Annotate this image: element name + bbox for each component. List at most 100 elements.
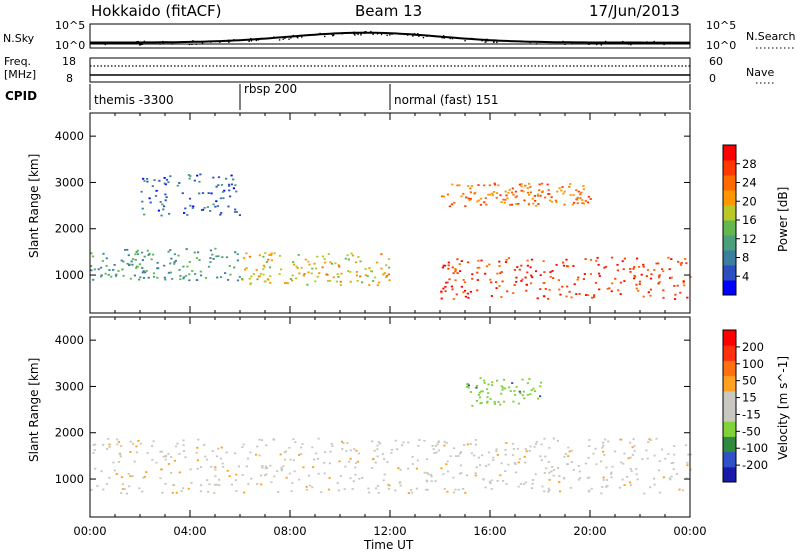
heatmap-cell [655,262,658,265]
heatmap-cell [174,259,177,262]
heatmap-cell [674,293,677,296]
heatmap-cell [490,479,493,482]
x-tick-label: 20:00 [573,524,606,538]
heatmap-cell [142,270,145,272]
heatmap-cell [376,284,379,287]
heatmap-cell [167,452,170,455]
heatmap-cell [270,252,273,255]
heatmap-cell [156,261,159,264]
heatmap-cell [245,465,248,468]
heatmap-cell [250,275,253,278]
heatmap-cell [272,438,275,441]
noise-point [422,36,425,39]
heatmap-cell [415,487,418,490]
heatmap-cell [478,464,482,466]
heatmap-cell [182,444,185,446]
heatmap-cell [171,278,174,280]
noise-point [496,41,498,44]
heatmap-cell [220,446,223,449]
heatmap-cell [673,453,676,456]
heatmap-cell [294,441,297,444]
heatmap-cell [198,259,201,261]
heatmap-cell [184,207,187,210]
heatmap-cell [456,184,459,187]
heatmap-cell [476,279,479,281]
heatmap-cell [361,281,364,284]
heatmap-cell [587,456,590,459]
heatmap-cell [645,449,648,452]
heatmap-cell [503,378,506,381]
heatmap-cell [430,480,433,483]
heatmap-cell [431,445,434,447]
heatmap-cell [517,461,520,464]
freq-tick-min: 8 [66,72,73,85]
heatmap-cell [495,281,498,283]
heatmap-cell [407,492,410,494]
heatmap-cell [315,267,318,270]
heatmap-cell [464,205,467,208]
heatmap-cell [530,282,533,285]
heatmap-cell [686,461,689,464]
heatmap-cell [265,261,269,263]
noise-point [118,42,120,45]
heatmap-cell [488,184,491,187]
noise-dots [94,30,676,46]
heatmap-cell [435,451,438,454]
heatmap-cell [198,180,201,183]
heatmap-cell [140,190,143,193]
noise-point [412,33,414,35]
heatmap-cell [448,278,451,281]
heatmap-cell [207,192,210,194]
heatmap-cell [498,265,501,267]
heatmap-cell [196,467,199,470]
heatmap-cell [241,474,244,476]
heatmap-cell [499,474,502,477]
heatmap-cell [161,450,164,453]
colorbar-tick-label: 50 [742,374,757,388]
freq-strip [89,57,691,83]
heatmap-cell [196,446,199,449]
heatmap-cell [146,180,149,183]
heatmap-cell [570,296,573,299]
heatmap-cell [327,253,330,255]
heatmap-cell [134,258,137,261]
heatmap-cell [417,444,420,447]
heatmap-cell [679,262,682,265]
heatmap-cell [526,394,529,396]
heatmap-cell [460,260,463,262]
heatmap-cell [475,400,478,402]
heatmap-cell [655,437,658,440]
heatmap-cell [469,198,472,200]
heatmap-cell [149,201,152,204]
heatmap-cell [381,453,385,455]
noise-point [626,42,628,44]
heatmap-cell [260,474,263,477]
heatmap-cell [282,465,285,468]
heatmap-cell [219,457,223,460]
y-tick-label: 3000 [55,175,84,189]
heatmap-cell [330,262,334,265]
heatmap-cell [528,182,531,185]
heatmap-cell [196,459,199,462]
heatmap-cell [194,273,197,275]
heatmap-cell [120,445,123,447]
heatmap-cell [131,258,135,260]
heatmap-cell [292,261,295,263]
noise-point [540,40,542,43]
noise-point [121,42,123,45]
heatmap-cell [163,182,166,185]
heatmap-cell [447,267,450,270]
heatmap-cell [376,261,379,264]
heatmap-cell [605,486,608,488]
heatmap-cell [572,469,575,471]
heatmap-cell [102,488,105,491]
heatmap-cell [139,276,142,279]
heatmap-cell [686,464,689,467]
heatmap-cell [199,490,202,493]
noise-point [441,36,443,39]
heatmap-cell [178,269,181,271]
heatmap-cell [452,491,456,494]
heatmap-cell [502,480,505,482]
heatmap-cell [376,455,379,458]
heatmap-cell [649,486,652,489]
